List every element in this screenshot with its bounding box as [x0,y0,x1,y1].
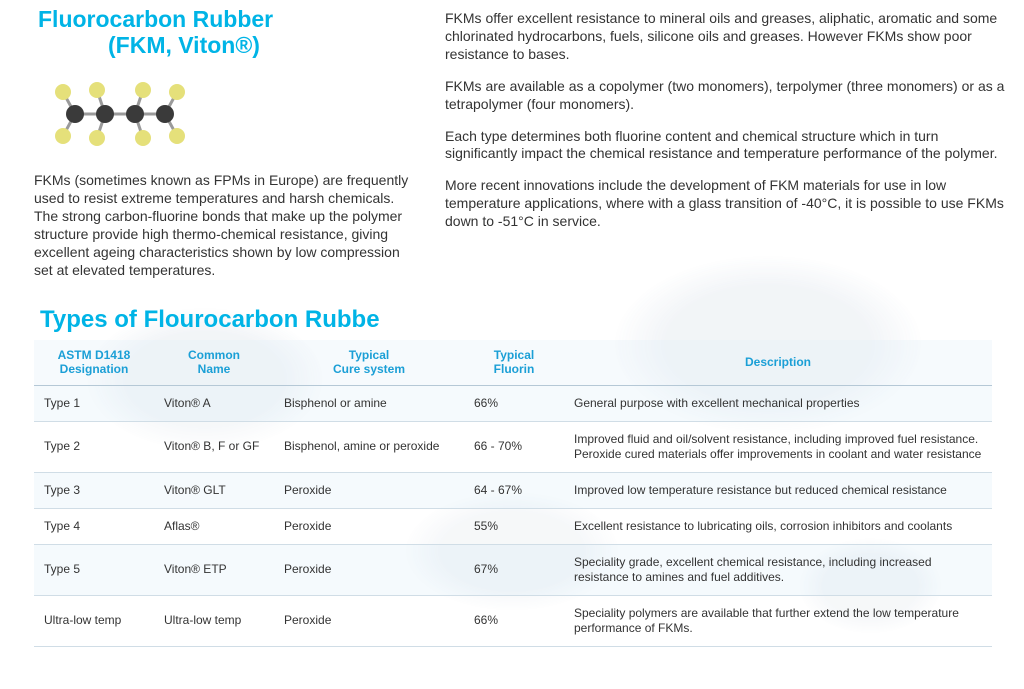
table-cell: Speciality polymers are available that f… [564,595,992,646]
table-cell: Bisphenol or amine [274,385,464,421]
table-cell: 66 - 70% [464,421,564,472]
table-cell: Excellent resistance to lubricating oils… [564,508,992,544]
table-cell: Aflas® [154,508,274,544]
column-header: CommonName [154,340,274,385]
molecule-illustration [45,64,205,156]
right-para-3: Each type determines both fluorine conte… [445,128,1005,164]
column-header: TypicalCure system [274,340,464,385]
right-para-2: FKMs are available as a copolymer (two m… [445,78,1005,114]
title-line1: Fluorocarbon Rubber [38,6,273,32]
table-row: Type 5Viton® ETPPeroxide67%Speciality gr… [34,544,992,595]
table-cell: Peroxide [274,508,464,544]
intro-right-column: FKMs offer excellent resistance to miner… [445,10,1005,245]
column-header: TypicalFluorin [464,340,564,385]
right-para-4: More recent innovations include the deve… [445,177,1005,231]
table-cell: Type 5 [34,544,154,595]
table-cell: Viton® B, F or GF [154,421,274,472]
table-cell: Type 4 [34,508,154,544]
column-header: ASTM D1418Designation [34,340,154,385]
page-title: Fluorocarbon Rubber (FKM, Viton®) [38,6,273,59]
section-subheading: Types of Flourocarbon Rubbe [40,306,380,334]
table-row: Type 1Viton® ABisphenol or amine66%Gener… [34,385,992,421]
table-cell: Ultra-low temp [154,595,274,646]
table-cell: 66% [464,385,564,421]
table-cell: Improved low temperature resistance but … [564,472,992,508]
table-cell: 55% [464,508,564,544]
table-cell: 66% [464,595,564,646]
table-cell: 64 - 67% [464,472,564,508]
intro-left-paragraph: FKMs (sometimes known as FPMs in Europe)… [34,172,412,279]
table-cell: Viton® ETP [154,544,274,595]
table-row: Type 2Viton® B, F or GFBisphenol, amine … [34,421,992,472]
title-line2: (FKM, Viton®) [38,32,273,58]
types-table: ASTM D1418DesignationCommonNameTypicalCu… [34,340,992,647]
table-cell: Speciality grade, excellent chemical res… [564,544,992,595]
table-cell: General purpose with excellent mechanica… [564,385,992,421]
table-cell: Type 1 [34,385,154,421]
table-row: Ultra-low tempUltra-low tempPeroxide66%S… [34,595,992,646]
column-header: Description [564,340,992,385]
table-cell: Viton® GLT [154,472,274,508]
table-cell: Peroxide [274,595,464,646]
table-cell: Type 3 [34,472,154,508]
table-cell: 67% [464,544,564,595]
right-para-1: FKMs offer excellent resistance to miner… [445,10,1005,64]
table-row: Type 4Aflas®Peroxide55%Excellent resista… [34,508,992,544]
table-cell: Type 2 [34,421,154,472]
table-row: Type 3Viton® GLTPeroxide64 - 67%Improved… [34,472,992,508]
table-cell: Improved fluid and oil/solvent resistanc… [564,421,992,472]
table-cell: Viton® A [154,385,274,421]
table-cell: Ultra-low temp [34,595,154,646]
table-cell: Bisphenol, amine or peroxide [274,421,464,472]
table-cell: Peroxide [274,544,464,595]
table-cell: Peroxide [274,472,464,508]
